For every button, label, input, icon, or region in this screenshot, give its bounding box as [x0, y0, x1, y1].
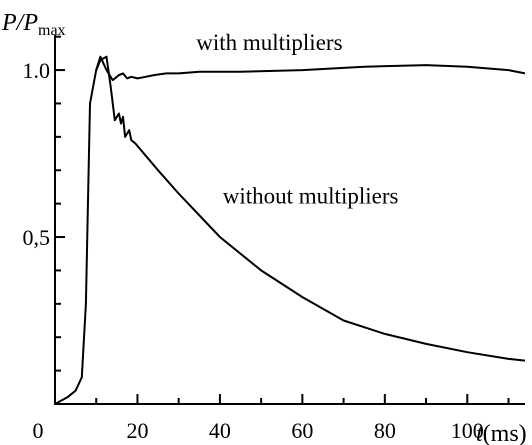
x-tick-label: 100	[451, 418, 484, 443]
series-line-with-multipliers	[54, 55, 526, 405]
svg-text:P/Pmax: P/Pmax	[1, 10, 66, 39]
y-tick-label: 1.0	[23, 58, 51, 83]
x-axis-title-var: t	[476, 421, 484, 445]
y-axis-title-main: P/P	[1, 10, 38, 36]
tick-labels: 0 20 40 60 80 100 0,5 1.0	[23, 58, 484, 443]
y-tick-label: 0,5	[23, 225, 51, 250]
annotation-with-multipliers: with multipliers	[196, 30, 342, 55]
annotations: with multipliers without multipliers	[196, 30, 398, 209]
x-tick-label: 80	[374, 418, 396, 443]
x-axis-title: t(ms)	[476, 421, 527, 445]
y-axis-title-subscript: max	[38, 22, 66, 39]
x-tick-label: 60	[291, 418, 313, 443]
y-axis-title: P/Pmax	[1, 10, 66, 39]
annotation-without-multipliers: without multipliers	[223, 184, 399, 209]
x-tick-label: 20	[126, 418, 148, 443]
series-line-without-multipliers	[95, 55, 526, 362]
ticks	[54, 35, 510, 404]
svg-text:t(ms): t(ms)	[476, 421, 527, 445]
x-tick-label: 0	[33, 418, 44, 443]
series	[54, 55, 526, 405]
x-tick-label: 40	[209, 418, 231, 443]
x-axis-title-unit: (ms)	[483, 421, 527, 445]
